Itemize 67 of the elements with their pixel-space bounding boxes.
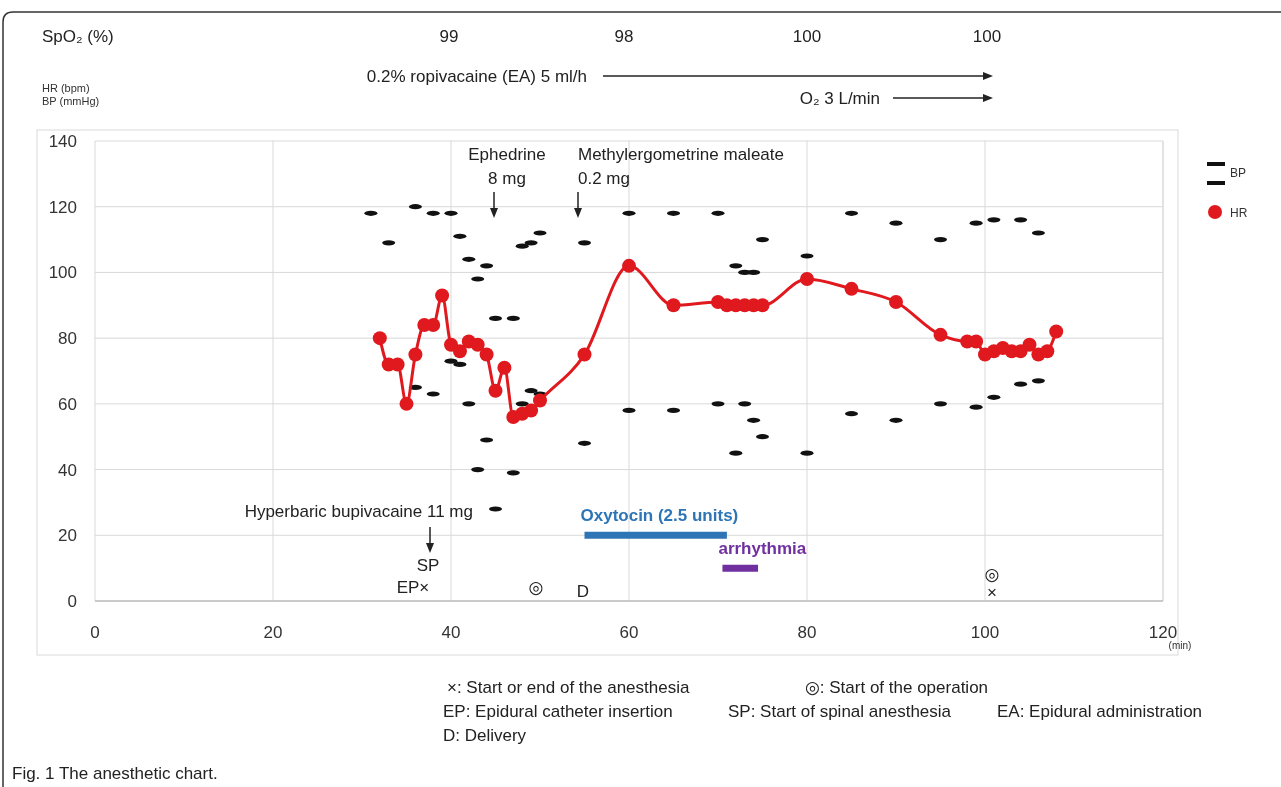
- text: Fig. 1 The anesthetic chart.: [12, 764, 218, 783]
- point: [452, 344, 467, 359]
- x-tick-label: 80: [797, 623, 817, 642]
- x-tick-label: 0: [90, 623, 100, 642]
- text: 100: [792, 27, 822, 46]
- point: [1022, 337, 1037, 352]
- annotation: Methylergometrine maleate 0.2 mg: [578, 145, 784, 188]
- point: [426, 318, 441, 332]
- y-tick-label: 100: [48, 263, 77, 283]
- point: [533, 393, 547, 408]
- annotation: D: [576, 582, 590, 601]
- point: [479, 347, 494, 362]
- text: 98: [614, 27, 634, 46]
- text: 100: [972, 27, 1002, 46]
- y-tick-label: 80: [58, 329, 77, 349]
- text: 0.2% ropivacaine (EA) 5 ml/h: [366, 67, 587, 86]
- legend-label: HR: [1230, 206, 1248, 220]
- x-tick-label: 20: [263, 623, 283, 642]
- point: [800, 272, 814, 286]
- annotation: ×: [987, 583, 997, 602]
- series-label: Oxytocin (2.5 units): [580, 506, 739, 526]
- point: [969, 334, 984, 349]
- annotation: EP×: [396, 578, 430, 597]
- point: [470, 337, 485, 352]
- y-axis-title: HR (bpm) BP (mmHg): [42, 82, 100, 107]
- x-axis-title: (min): [1168, 640, 1192, 651]
- y-tick-label: 120: [48, 197, 77, 217]
- x-tick-label: 100: [970, 623, 1000, 642]
- annotation: ◎: [984, 565, 1000, 584]
- point: [622, 258, 636, 273]
- point: [399, 396, 414, 411]
- x-tick-label: 40: [441, 623, 461, 642]
- point: [524, 403, 539, 418]
- point: [1049, 324, 1064, 339]
- y-tick-label: 40: [58, 460, 77, 480]
- y-tick-label: 0: [67, 592, 77, 611]
- point: [1040, 344, 1055, 359]
- text: EA: Epidural administration: [997, 702, 1203, 721]
- x-tick-label: 120: [1148, 623, 1178, 642]
- annotation: Ephedrine 8 mg: [468, 145, 546, 188]
- text: EP: Epidural catheter insertion: [443, 702, 673, 721]
- point: [408, 347, 423, 362]
- text: 99: [439, 27, 459, 46]
- point: [577, 347, 592, 362]
- text: BP: [1230, 166, 1247, 180]
- point: [889, 295, 903, 309]
- point: [488, 383, 503, 398]
- x-tick-label: 60: [619, 623, 639, 642]
- point: [435, 288, 450, 303]
- annotation: SP: [416, 556, 440, 575]
- text: D: Delivery: [443, 726, 527, 745]
- y-tick-label: 60: [58, 394, 77, 414]
- text: O₂ 3 L/min: [799, 89, 880, 108]
- text: ◎: Start of the operation: [805, 678, 989, 697]
- text: SP: Start of spinal anesthesia: [728, 702, 952, 721]
- text: SpO₂ (%): [42, 27, 114, 46]
- point: [497, 360, 512, 375]
- point: [372, 331, 387, 346]
- point: [844, 281, 859, 296]
- series-label: arrhythmia: [718, 539, 807, 559]
- annotation: Hyperbaric bupivacaine 11 mg: [244, 502, 473, 521]
- y-tick-label: 20: [58, 526, 77, 546]
- point: [933, 327, 948, 342]
- point: [666, 298, 681, 313]
- y-tick-label: 140: [48, 132, 77, 151]
- annotation: ◎: [528, 578, 544, 597]
- text: ×: Start or end of the anesthesia: [447, 678, 690, 697]
